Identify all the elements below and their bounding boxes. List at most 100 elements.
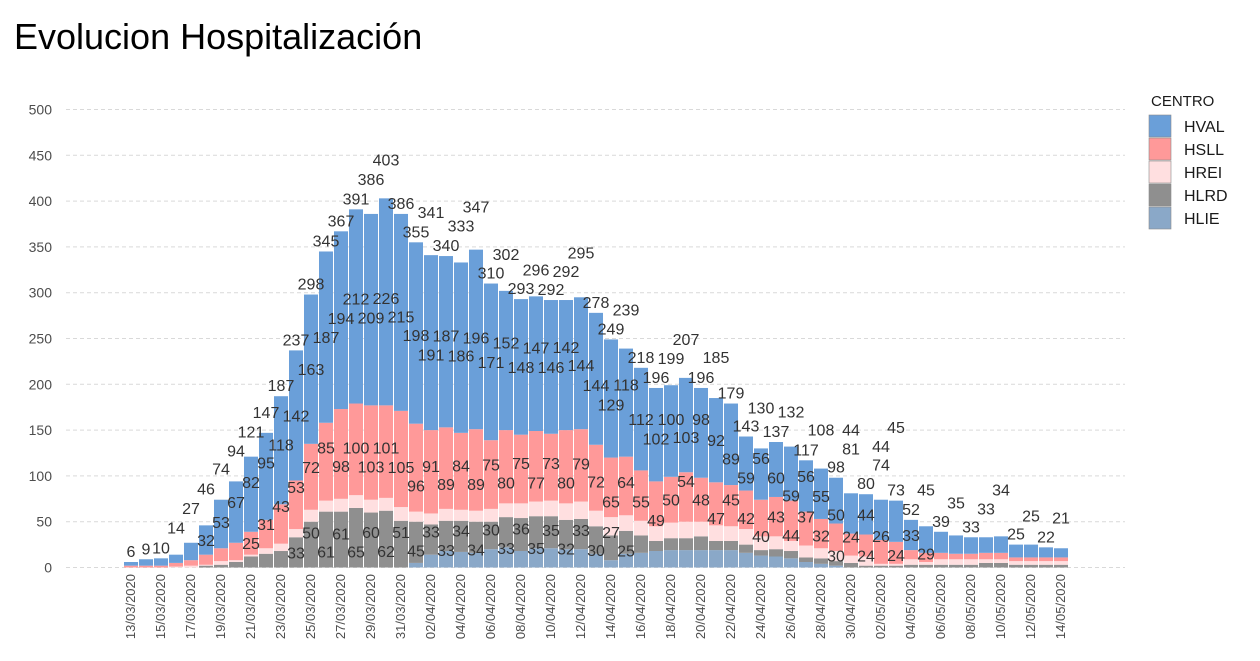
bar-segment-hlie: [619, 553, 633, 568]
bar-segment-hlie: [829, 565, 843, 568]
bar-segment-hlie: [529, 548, 543, 568]
bar-segment-hrei: [769, 536, 783, 550]
bar-stack: [694, 387, 708, 568]
bar-segment-hlrd: [1039, 564, 1053, 568]
bar-segment-hrei: [394, 507, 408, 521]
segment-label-hval: 186: [448, 349, 475, 366]
bar-segment-hrei: [859, 556, 873, 566]
x-tick-label: 16/04/2020: [633, 574, 648, 639]
bar-segment-hrei: [304, 509, 318, 522]
bar-segment-hlie: [604, 560, 618, 568]
bar-segment-hval: [274, 396, 288, 505]
segment-label-hval: 59: [782, 489, 800, 506]
bar-stack: [439, 256, 453, 568]
x-tick-label: 02/04/2020: [423, 574, 438, 639]
x-tick-label: 04/04/2020: [453, 574, 468, 639]
segment-label-hlrd: 33: [497, 541, 515, 558]
bar-segment-hlrd: [1009, 564, 1023, 568]
bar-segment-hval: [829, 477, 843, 524]
bar-segment-hval: [409, 242, 423, 424]
x-tick-label: 06/04/2020: [483, 574, 498, 639]
bar-segment-hsll: [979, 552, 993, 560]
y-tick-label: 500: [29, 102, 53, 118]
bar-segment-hval: [784, 446, 798, 501]
segment-label-hval: 82: [242, 475, 260, 492]
bar-segment-hsll: [769, 496, 783, 537]
bar-stack: [784, 446, 798, 568]
total-label: 35: [947, 495, 965, 512]
total-label: 355: [403, 224, 430, 241]
bar-segment-hlrd: [934, 564, 948, 568]
segment-label-hsll: 85: [317, 441, 335, 458]
bar-segment-hsll: [784, 500, 798, 541]
total-label: 25: [1022, 509, 1040, 526]
bar-segment-hlrd: [349, 507, 363, 568]
bar-segment-hval: [469, 249, 483, 430]
bar-segment-hrei: [799, 545, 813, 558]
total-label: 98: [827, 460, 845, 477]
bar-segment-hlie: [649, 551, 663, 568]
bar-segment-hlrd: [544, 516, 558, 549]
bar-segment-hrei: [484, 508, 498, 522]
bar-segment-hsll: [829, 523, 843, 552]
segment-label-hval: 112: [628, 412, 654, 429]
bar-segment-hlrd: [874, 565, 888, 568]
bar-stack: [199, 525, 213, 568]
bar-segment-hlie: [454, 551, 468, 568]
segment-label-hval: 29: [917, 547, 935, 564]
bar-segment-hrei: [949, 559, 963, 565]
segment-label-hval: 98: [692, 412, 710, 429]
bar-stack: [1024, 544, 1038, 568]
bar-segment-hsll: [469, 429, 483, 511]
bar-segment-hlie: [709, 550, 723, 568]
bar-segment-hsll: [649, 481, 663, 527]
total-label: 296: [523, 262, 550, 279]
bar-segment-hsll: [169, 562, 183, 567]
bar-segment-hlrd: [379, 510, 393, 568]
total-label: 143: [733, 419, 760, 436]
bar-stack: [979, 537, 993, 568]
bar-stack: [139, 559, 153, 568]
segment-label-hval: 60: [767, 470, 785, 487]
bar-segment-hval: [259, 432, 273, 520]
total-label: 199: [658, 351, 685, 368]
total-label: 185: [703, 350, 730, 367]
x-tick-label: 25/03/2020: [303, 574, 318, 639]
segment-label-hlrd: 65: [347, 545, 365, 562]
segment-label-hval: 215: [388, 309, 415, 326]
bar-stack: [964, 537, 978, 568]
bar-segment-hlie: [724, 550, 738, 568]
bar-segment-hval: [1024, 544, 1038, 558]
segment-label-hsll: 77: [527, 475, 545, 492]
bar-segment-hlrd: [469, 521, 483, 553]
legend-swatch: [1148, 137, 1172, 161]
y-tick-label: 0: [44, 560, 52, 576]
segment-label-hval: 209: [358, 311, 385, 328]
bar-segment-hsll: [484, 440, 498, 509]
bar-segment-hval: [424, 255, 438, 431]
bar-segment-hsll: [184, 560, 198, 566]
bar-stack: [889, 500, 903, 568]
bar-segment-hrei: [904, 559, 918, 565]
bar-segment-hrei: [514, 503, 528, 519]
bar-segment-hval: [979, 537, 993, 553]
total-label: 9: [142, 541, 151, 558]
segment-label-hval: 89: [722, 451, 740, 468]
bar-segment-hrei: [709, 525, 723, 541]
bar-segment-hlie: [754, 555, 768, 568]
bar-segment-hrei: [334, 498, 348, 512]
bar-segment-hsll: [529, 431, 543, 502]
legend-item-hlie: HLIE: [1148, 206, 1220, 230]
bar-segment-hsll: [1039, 557, 1053, 562]
bar-stack: [589, 312, 603, 568]
x-tick-label: 08/05/2020: [963, 574, 978, 639]
bar-stack: [394, 213, 408, 568]
bar-segment-hval: [214, 499, 228, 549]
bar-segment-hval: [484, 283, 498, 441]
bar-segment-hsll: [679, 472, 693, 522]
bar-stack: [244, 456, 258, 568]
segment-label-hsll: 84: [452, 458, 470, 475]
bar-segment-hlie: [424, 554, 438, 568]
total-label: 14: [167, 521, 185, 538]
bar-segment-hlie: [469, 552, 483, 568]
